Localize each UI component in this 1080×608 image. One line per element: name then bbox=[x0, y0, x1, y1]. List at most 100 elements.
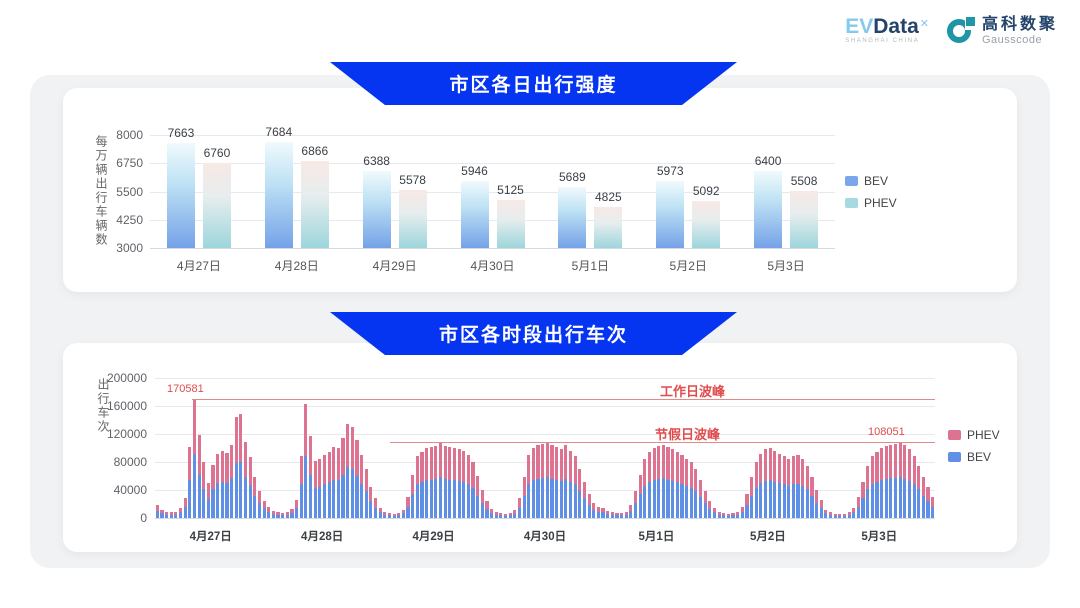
hourly-bev-segment bbox=[889, 478, 893, 518]
hourly-phev-segment bbox=[912, 456, 916, 485]
hourly-bev-segment bbox=[165, 514, 169, 518]
hourly-stacked-bar bbox=[499, 513, 503, 518]
hourly-phev-segment bbox=[336, 448, 340, 481]
hourly-gridline bbox=[155, 518, 935, 519]
hourly-phev-segment bbox=[773, 450, 777, 482]
hourly-bev-segment bbox=[824, 513, 828, 518]
hourly-bev-segment bbox=[178, 512, 183, 518]
hourly-bev-segment bbox=[438, 477, 443, 518]
hourly-stacked-bar bbox=[401, 509, 405, 518]
hourly-stacked-bar bbox=[815, 490, 819, 518]
hourly-phev-segment bbox=[819, 499, 823, 509]
hourly-phev-segment bbox=[536, 445, 540, 479]
hourly-phev-segment bbox=[295, 499, 299, 509]
hourly-bev-segment bbox=[411, 494, 415, 518]
hourly-phev-segment bbox=[708, 501, 712, 509]
hourly-phev-segment bbox=[578, 469, 582, 492]
hourly-bev-segment bbox=[392, 515, 396, 518]
hourly-phev-segment bbox=[875, 451, 879, 483]
hourly-stacked-bar bbox=[726, 513, 730, 518]
hourly-stacked-bar bbox=[717, 511, 721, 518]
hourly-bev-segment bbox=[508, 515, 512, 518]
daily-x-axis-label: 4月27日 bbox=[176, 259, 221, 273]
hourly-phev-segment bbox=[587, 494, 591, 506]
hourly-stacked-bar bbox=[661, 444, 665, 518]
hourly-phev-segment bbox=[360, 455, 364, 484]
hourly-stacked-bar bbox=[768, 448, 772, 518]
hourly-bev-segment bbox=[373, 507, 378, 518]
daily-phev-value-label: 5092 bbox=[692, 183, 720, 198]
legend-item-phev[interactable]: PHEV bbox=[948, 428, 1000, 442]
daily-gridline bbox=[150, 248, 835, 249]
hourly-phev-segment bbox=[508, 513, 512, 516]
hourly-bev-segment bbox=[406, 506, 410, 518]
hourly-bev-segment bbox=[805, 489, 809, 518]
hourly-bev-segment bbox=[633, 503, 638, 518]
hourly-bev-segment bbox=[856, 506, 860, 518]
holiday-peak-line bbox=[389, 442, 935, 444]
hourly-stacked-bar bbox=[480, 490, 484, 518]
hourly-stacked-bar bbox=[898, 442, 902, 518]
hourly-phev-segment bbox=[722, 513, 726, 516]
daily-x-axis-label: 5月1日 bbox=[571, 259, 610, 273]
hourly-bev-segment bbox=[833, 515, 837, 518]
hourly-phev-segment bbox=[582, 481, 587, 499]
hourly-phev-segment bbox=[503, 513, 508, 516]
hourly-bev-segment bbox=[541, 478, 545, 518]
hourly-stacked-bar bbox=[856, 497, 860, 518]
hourly-bev-segment bbox=[169, 514, 173, 518]
hourly-bev-segment bbox=[606, 513, 610, 518]
hourly-bev-segment bbox=[239, 462, 243, 518]
hourly-phev-segment bbox=[824, 509, 828, 514]
gausscode-logo: 高科数聚 Gausscode bbox=[946, 16, 1058, 46]
hourly-bev-segment bbox=[485, 508, 489, 518]
legend-item-phev[interactable]: PHEV bbox=[845, 196, 897, 210]
hourly-phev-segment bbox=[615, 513, 619, 516]
hourly-stacked-bar bbox=[624, 511, 628, 518]
hourly-stacked-bar bbox=[438, 443, 443, 518]
hourly-stacked-bar bbox=[341, 437, 345, 518]
hourly-stacked-bar bbox=[169, 512, 173, 518]
hourly-stacked-bar bbox=[527, 455, 531, 518]
hourly-phev-segment bbox=[206, 483, 210, 500]
hourly-gridline bbox=[155, 490, 935, 491]
hourly-bev-segment bbox=[708, 508, 712, 518]
hourly-gridline bbox=[155, 434, 935, 435]
hourly-bev-segment bbox=[295, 508, 299, 518]
hourly-phev-segment bbox=[452, 448, 457, 481]
legend-item-bev[interactable]: BEV bbox=[948, 450, 1000, 464]
hourly-phev-segment bbox=[429, 446, 433, 480]
hourly-bev-segment bbox=[722, 515, 726, 518]
holiday-peak-value: 108051 bbox=[868, 426, 905, 439]
hourly-phev-segment bbox=[355, 439, 359, 476]
daily-y-tick-label: 5500 bbox=[116, 184, 143, 199]
hourly-stacked-bar bbox=[685, 458, 689, 518]
hourly-bev-segment bbox=[425, 480, 429, 518]
hourly-bev-segment bbox=[267, 511, 271, 518]
hourly-bev-segment bbox=[522, 496, 526, 518]
hourly-phev-segment bbox=[192, 398, 197, 455]
daily-phev-value-label: 6866 bbox=[301, 143, 329, 158]
hourly-bev-segment bbox=[926, 501, 930, 518]
hourly-phev-segment bbox=[485, 501, 489, 509]
hourly-phev-segment bbox=[197, 434, 201, 475]
hourly-phev-segment bbox=[401, 509, 405, 514]
legend-item-bev[interactable]: BEV bbox=[845, 174, 897, 188]
hourly-bev-segment bbox=[271, 513, 275, 518]
hourly-phev-segment bbox=[415, 456, 419, 485]
holiday-peak-label: 节假日波峰 bbox=[655, 427, 721, 443]
hourly-bev-segment bbox=[503, 515, 508, 518]
hourly-bev-segment bbox=[750, 496, 754, 518]
daily-phev-value-label: 5125 bbox=[497, 182, 524, 197]
hourly-bev-segment bbox=[657, 478, 661, 518]
hourly-bev-segment bbox=[336, 480, 340, 518]
hourly-bev-segment bbox=[318, 487, 322, 518]
hourly-stacked-bar bbox=[550, 445, 554, 518]
hourly-phev-segment bbox=[657, 445, 661, 479]
hourly-phev-segment bbox=[791, 456, 795, 485]
hourly-stacked-bar bbox=[884, 445, 888, 518]
hourly-phev-segment bbox=[787, 458, 791, 486]
hourly-stacked-bar bbox=[462, 450, 466, 518]
hourly-bev-segment bbox=[216, 483, 220, 518]
hourly-stacked-bar bbox=[425, 448, 429, 518]
